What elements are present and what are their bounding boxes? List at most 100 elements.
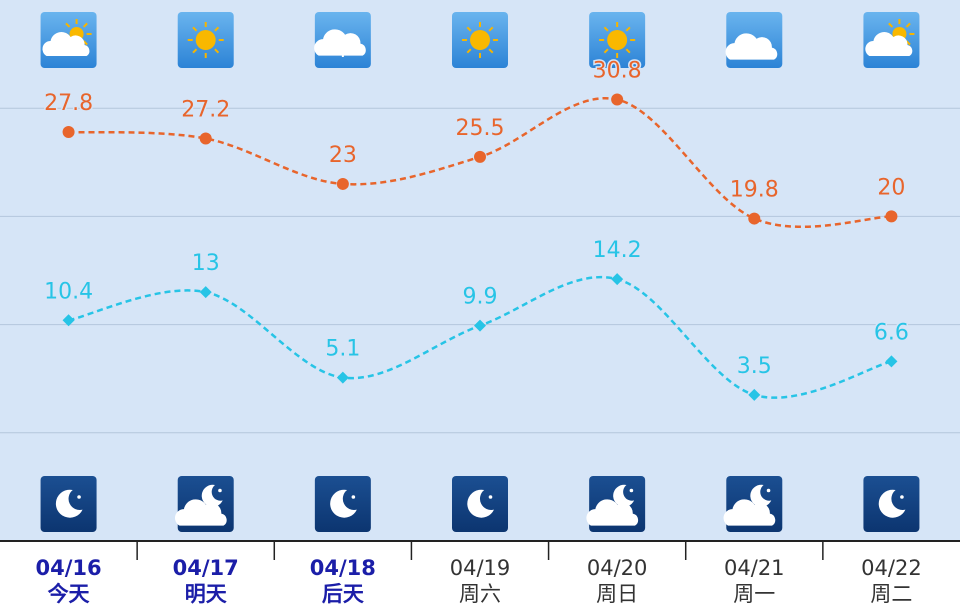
star: [488, 495, 493, 499]
night-icon: [174, 476, 234, 532]
sun: [195, 30, 216, 50]
cloud: [314, 29, 366, 56]
value-label: 9.9: [463, 285, 498, 310]
cloud: [42, 32, 90, 56]
star: [218, 488, 222, 493]
point: [474, 150, 486, 163]
day-label: 周一: [733, 582, 775, 606]
cloud: [586, 499, 639, 526]
date-label: 04/22: [861, 556, 922, 580]
point: [748, 212, 761, 225]
moon: [750, 484, 772, 507]
night-icon: [452, 476, 508, 532]
value-label: 23: [329, 143, 357, 168]
sun-ray: [192, 48, 198, 54]
day-icon: [40, 12, 97, 68]
value-label: 10.4: [44, 279, 93, 304]
value-label: 14.2: [593, 238, 642, 263]
day-label: 周六: [459, 582, 501, 606]
sun-ray: [214, 48, 220, 54]
point: [199, 132, 212, 145]
value-label: 6.6: [874, 320, 909, 345]
day-icon: [589, 12, 646, 68]
cloud: [725, 33, 778, 60]
sun-ray: [625, 48, 631, 54]
sun-ray: [488, 48, 494, 54]
night-icon: [314, 476, 371, 532]
point: [611, 273, 624, 286]
date-label: 04/16: [36, 556, 102, 580]
date-label: 04/19: [450, 556, 511, 580]
sun-ray: [65, 22, 71, 28]
value-label: 30.8: [593, 59, 642, 84]
point: [336, 371, 349, 384]
day-label: 今天: [48, 582, 91, 606]
night-icon: [586, 476, 646, 532]
value-label: 27.2: [181, 97, 230, 122]
point: [611, 93, 624, 106]
moon: [878, 489, 906, 518]
value-label: 27.8: [44, 91, 93, 116]
value-label: 3.5: [737, 354, 772, 379]
date-label: 04/18: [310, 556, 376, 580]
temp-line: [68, 97, 892, 229]
value-label: 13: [192, 251, 220, 276]
star: [351, 495, 356, 499]
sun: [607, 30, 628, 50]
value-label: 20: [877, 175, 905, 200]
night-icon: [40, 476, 97, 532]
day-icon: [452, 12, 508, 68]
star: [629, 488, 634, 493]
star: [77, 495, 81, 499]
day-icon: [177, 12, 234, 68]
sun-ray: [603, 26, 609, 32]
moon: [55, 489, 83, 518]
cloud: [723, 499, 776, 526]
moon: [613, 484, 635, 507]
date-label: 04/21: [724, 556, 785, 580]
sun-ray: [488, 26, 494, 32]
day-label: 周日: [596, 582, 638, 606]
sun-ray: [82, 40, 88, 46]
day-icon: [863, 12, 920, 68]
sun-ray: [905, 40, 911, 46]
plot-background: [0, 0, 960, 541]
sun-ray: [466, 26, 472, 32]
date-label: 04/20: [587, 556, 648, 580]
day-label: 后天: [322, 582, 365, 606]
value-label: 25.5: [456, 116, 505, 141]
night-icon: [723, 476, 783, 532]
point: [885, 210, 898, 223]
sun-ray: [192, 26, 198, 32]
point: [885, 355, 898, 368]
sun: [470, 30, 490, 50]
sun-ray: [905, 22, 911, 28]
sun-ray: [888, 22, 894, 28]
moon: [201, 484, 223, 507]
date-strip: [0, 541, 960, 616]
point: [336, 177, 349, 190]
date-label: 04/17: [173, 556, 239, 580]
value-label: 19.8: [730, 178, 779, 203]
day-label: 周二: [870, 582, 912, 606]
sun-ray: [214, 26, 220, 32]
moon: [467, 489, 494, 518]
point: [199, 286, 212, 299]
point: [62, 314, 75, 327]
star: [766, 488, 771, 493]
sun-ray: [625, 26, 631, 32]
day-icon: [725, 12, 783, 68]
sun-ray: [466, 48, 472, 54]
point: [474, 319, 486, 332]
moon: [330, 489, 357, 518]
cloud: [865, 32, 913, 56]
point: [62, 126, 75, 139]
night-icon: [863, 476, 920, 532]
sun-ray: [82, 22, 88, 28]
day-label: 明天: [185, 582, 228, 606]
sun-ray: [603, 48, 609, 54]
value-label: 5.1: [325, 337, 360, 362]
star: [900, 495, 904, 499]
day-icon: [314, 12, 371, 68]
